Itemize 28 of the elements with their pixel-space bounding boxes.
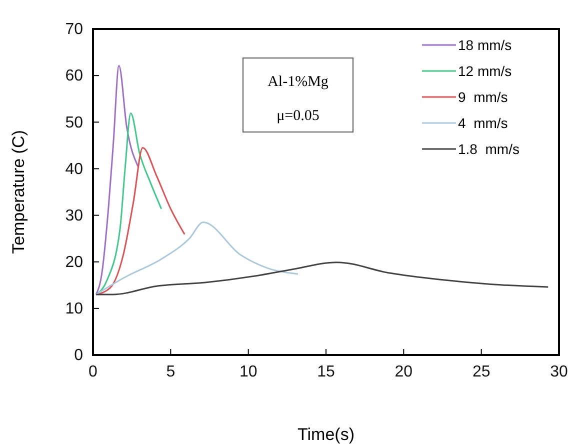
y-tick-label: 30: [65, 207, 84, 224]
legend-label: 1.8 mm/s: [458, 141, 520, 157]
annotation: μ=0.05: [276, 108, 320, 124]
line-series: [95, 112, 162, 296]
x-tick-label: 10: [239, 363, 258, 380]
x-tick-label: 20: [394, 363, 413, 380]
y-tick-label: 0: [74, 347, 84, 364]
y-tick-label: 50: [65, 114, 84, 132]
x-tick-label: 0: [88, 363, 98, 380]
y-tick-label: 20: [65, 254, 84, 271]
x-tick-label: 15: [317, 363, 335, 380]
legend-label: 4 mm/s: [458, 115, 508, 131]
annotation: Al-1%Mg: [268, 74, 329, 90]
y-tick-label: 60: [65, 68, 84, 85]
legend-label: 12 mm/s: [458, 63, 512, 79]
y-tick-label: 10: [65, 300, 84, 318]
legend-label: 9 mm/s: [458, 89, 508, 105]
x-axis-title: Time(s): [298, 425, 354, 444]
x-tick-label: 30: [550, 363, 568, 380]
line-series: [95, 65, 139, 296]
line-series: [95, 262, 549, 296]
x-tick-label: 5: [166, 363, 176, 380]
line-series: [95, 222, 299, 296]
y-axis-title: Temperature (C): [9, 130, 28, 254]
x-tick-label: 25: [472, 363, 490, 380]
legend-label: 18 mm/s: [458, 37, 512, 53]
y-tick-label: 70: [65, 21, 84, 38]
y-tick-label: 40: [65, 160, 84, 178]
